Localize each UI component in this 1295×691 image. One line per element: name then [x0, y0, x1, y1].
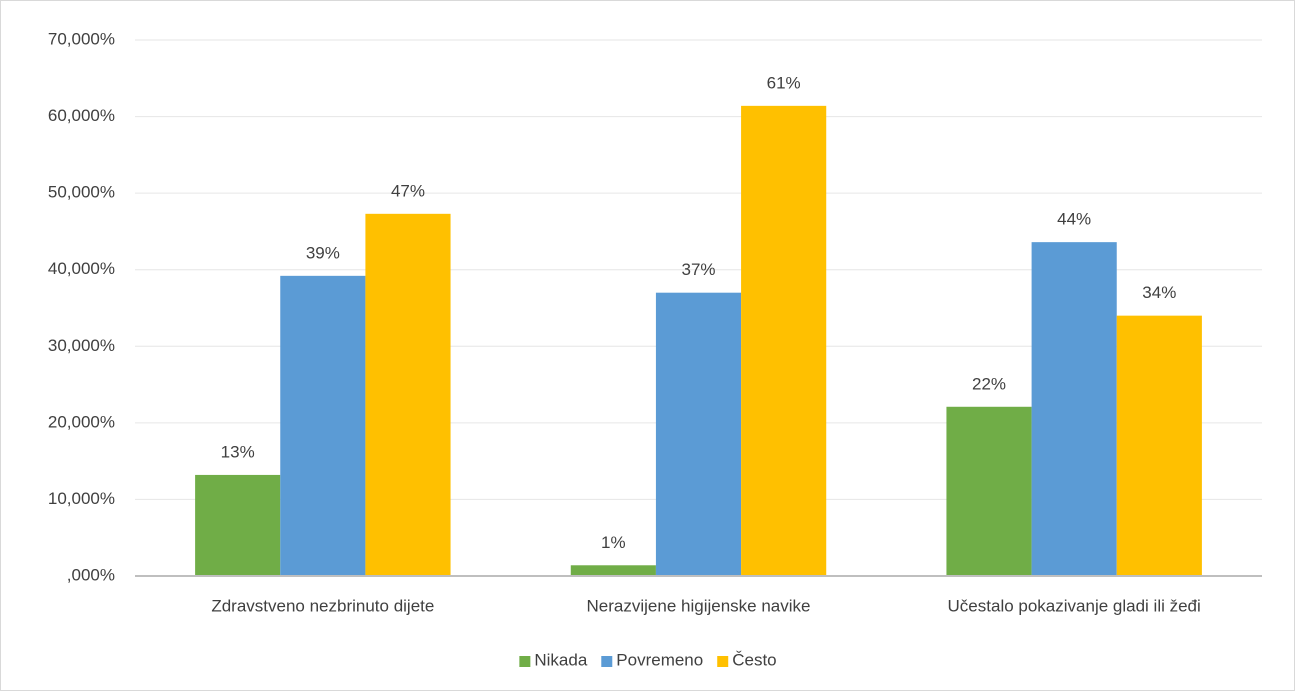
y-tick-label: 40,000%: [48, 259, 115, 278]
x-tick-label: Učestalo pokazivanje gladi ili žeđi: [948, 596, 1201, 615]
bar: [1031, 242, 1117, 577]
y-tick-label: 30,000%: [48, 336, 115, 355]
legend-swatch: [717, 656, 729, 667]
bar: [570, 565, 656, 576]
bar: [365, 213, 451, 576]
y-tick-label: 10,000%: [48, 489, 115, 508]
legend-label: Povremeno: [616, 650, 703, 669]
legend-label: Nikada: [534, 650, 587, 669]
data-label: 1%: [601, 533, 626, 552]
data-label: 47%: [391, 181, 425, 200]
y-tick-label: 50,000%: [48, 183, 115, 202]
y-tick-label: 70,000%: [48, 29, 115, 48]
data-label: 34%: [1142, 283, 1176, 302]
data-label: 37%: [681, 260, 715, 279]
data-label: 61%: [767, 73, 801, 92]
bar: [195, 474, 281, 576]
y-tick-label: 20,000%: [48, 412, 115, 431]
data-label: 44%: [1057, 210, 1091, 229]
x-tick-label: Nerazvijene higijenske navike: [587, 596, 811, 615]
bar: [280, 275, 366, 576]
data-label: 39%: [306, 243, 340, 262]
legend-swatch: [519, 656, 531, 667]
data-label: 13%: [221, 442, 255, 461]
bar: [655, 292, 742, 576]
legend-swatch: [601, 656, 613, 667]
bar: [741, 105, 827, 576]
y-tick-label: 60,000%: [48, 106, 115, 125]
bar: [1116, 315, 1202, 576]
bar: [946, 406, 1032, 576]
legend-label: Često: [732, 650, 776, 669]
y-tick-label: ,000%: [67, 565, 115, 584]
data-label: 22%: [972, 374, 1006, 393]
x-tick-label: Zdravstveno nezbrinuto dijete: [211, 596, 434, 615]
